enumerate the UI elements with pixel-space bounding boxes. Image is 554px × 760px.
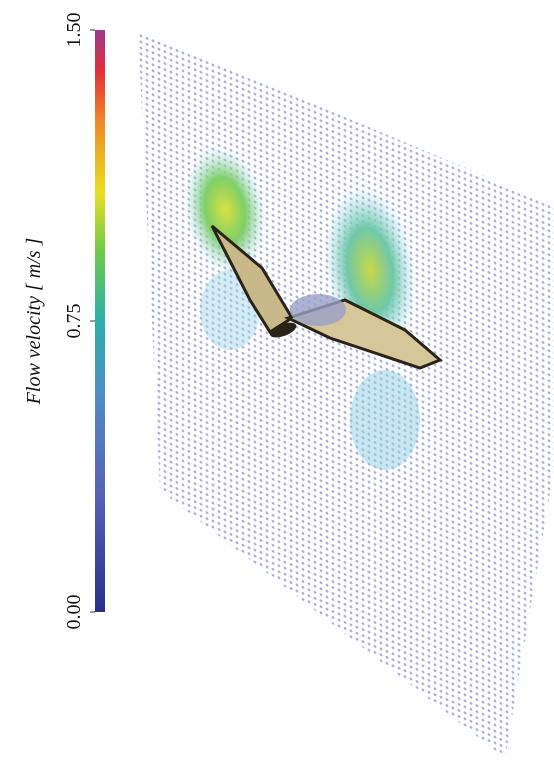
tick-label: 0.00 bbox=[63, 595, 85, 630]
flow-plane bbox=[138, 30, 554, 758]
colorbar-label: Flow velocity [ m/s ] bbox=[23, 238, 45, 406]
colorbar bbox=[95, 30, 105, 612]
figure: Flow velocity [ m/s ] 0.00 0.75 1.50 bbox=[0, 0, 554, 760]
tick-label: 1.50 bbox=[63, 13, 85, 48]
tick-label: 0.75 bbox=[63, 304, 85, 339]
